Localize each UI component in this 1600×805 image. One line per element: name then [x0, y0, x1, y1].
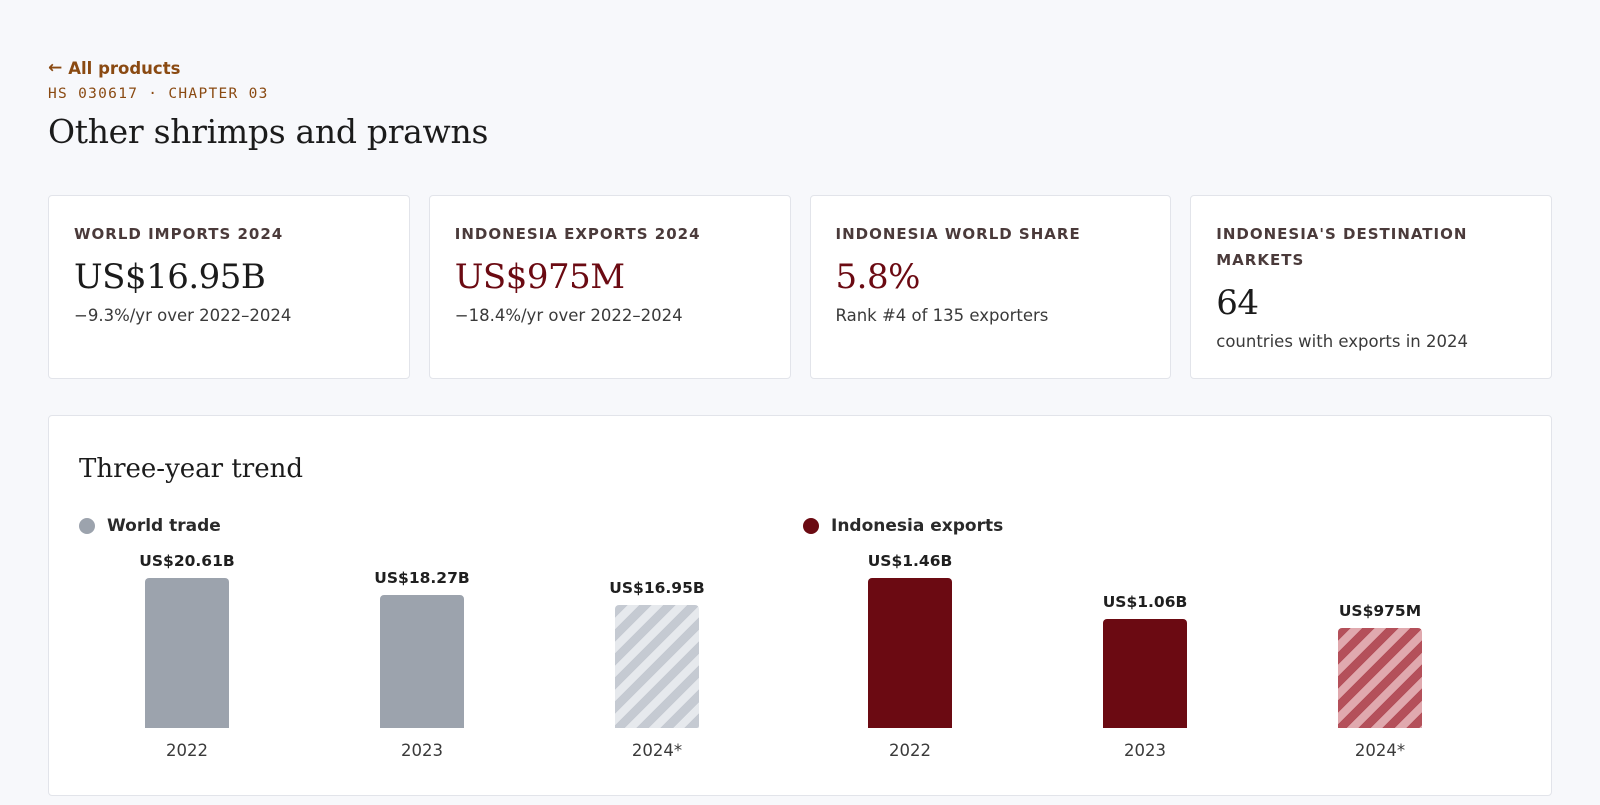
kpi-label: INDONESIA EXPORTS 2024 [454, 225, 701, 243]
bar-column-2022: US$1.46B 2022 [845, 540, 975, 760]
bar-value-label: US$975M [1338, 602, 1422, 620]
legend-label-indonesia: Indonesia exports [831, 516, 1004, 536]
bar [1338, 628, 1422, 728]
kpi-card-world-imports: WORLD IMPORTS 2024 US$16.95B −9.3%/yr ov… [48, 195, 410, 379]
page-title: Other shrimps and prawns [48, 112, 489, 151]
kpi-card-indonesia-exports: INDONESIA EXPORTS 2024 US$975M −18.4%/yr… [428, 195, 791, 379]
kpi-row: WORLD IMPORTS 2024 US$16.95B −9.3%/yr ov… [48, 195, 1552, 379]
bar-year-label: 2024* [1354, 741, 1406, 760]
bar-value-label: US$1.06B [1102, 593, 1188, 611]
legend-label-world: World trade [107, 516, 221, 536]
kpi-subtext: countries with exports in 2024 [1216, 332, 1468, 351]
kpi-card-world-share: INDONESIA WORLD SHARE 5.8% Rank #4 of 13… [809, 195, 1172, 379]
indonesia-exports-bars: US$1.46B 2022 US$1.06B 2023 US$975M 2024* [789, 540, 1553, 760]
kpi-value: 5.8% [835, 257, 921, 297]
trend-title: Three-year trend [79, 454, 303, 484]
bar-value-label: US$20.61B [139, 552, 235, 570]
legend-indonesia-exports: Indonesia exports [803, 516, 1003, 536]
bar-value-label: US$18.27B [374, 569, 470, 587]
bar-column-2023: US$18.27B 2023 [357, 540, 487, 760]
kpi-value: 64 [1216, 283, 1259, 323]
kpi-label: WORLD IMPORTS 2024 [74, 225, 284, 243]
bar-year-label: 2022 [166, 741, 208, 760]
bar-year-label: 2024* [631, 741, 683, 760]
back-link-label: All products [68, 58, 181, 78]
bar-column-2022: US$20.61B 2022 [122, 540, 252, 760]
kpi-card-destination-markets: INDONESIA'S DESTINATION MARKETS 64 count… [1190, 195, 1552, 379]
bar [380, 595, 464, 728]
legend-dot-world [79, 518, 95, 534]
arrow-left-icon: ← [48, 58, 63, 78]
bar [615, 605, 699, 728]
world-trade-bars: US$20.61B 2022 US$18.27B 2023 US$16.95B 2024* [49, 540, 789, 760]
kpi-value: US$16.95B [74, 257, 266, 297]
legend-world-trade: World trade [79, 516, 221, 536]
legend-dot-indonesia [803, 518, 819, 534]
kpi-subtext: Rank #4 of 135 exporters [835, 306, 1049, 325]
bar [145, 578, 229, 728]
bar-year-label: 2023 [401, 741, 443, 760]
kpi-subtext: −9.3%/yr over 2022–2024 [74, 306, 292, 325]
kpi-label: INDONESIA'S DESTINATION MARKETS [1216, 225, 1468, 269]
bar-year-label: 2023 [1124, 741, 1166, 760]
bar [1103, 619, 1187, 728]
kpi-subtext: −18.4%/yr over 2022–2024 [454, 306, 683, 325]
hs-code-eyebrow: HS 030617 · CHAPTER 03 [48, 86, 269, 102]
bar-year-label: 2022 [889, 741, 931, 760]
bar-column-2024-est: US$16.95B 2024* [592, 540, 722, 760]
kpi-label: INDONESIA WORLD SHARE [835, 225, 1081, 243]
kpi-value: US$975M [454, 257, 625, 297]
bar-value-label: US$1.46B [867, 552, 953, 570]
three-year-trend-panel: Three-year trend World trade Indonesia e… [48, 415, 1552, 796]
bar-value-label: US$16.95B [609, 579, 705, 597]
bar-column-2023: US$1.06B 2023 [1080, 540, 1210, 760]
bar-column-2024-est: US$975M 2024* [1315, 540, 1445, 760]
back-to-all-products-link[interactable]: ← All products [48, 58, 180, 78]
bar [868, 578, 952, 728]
